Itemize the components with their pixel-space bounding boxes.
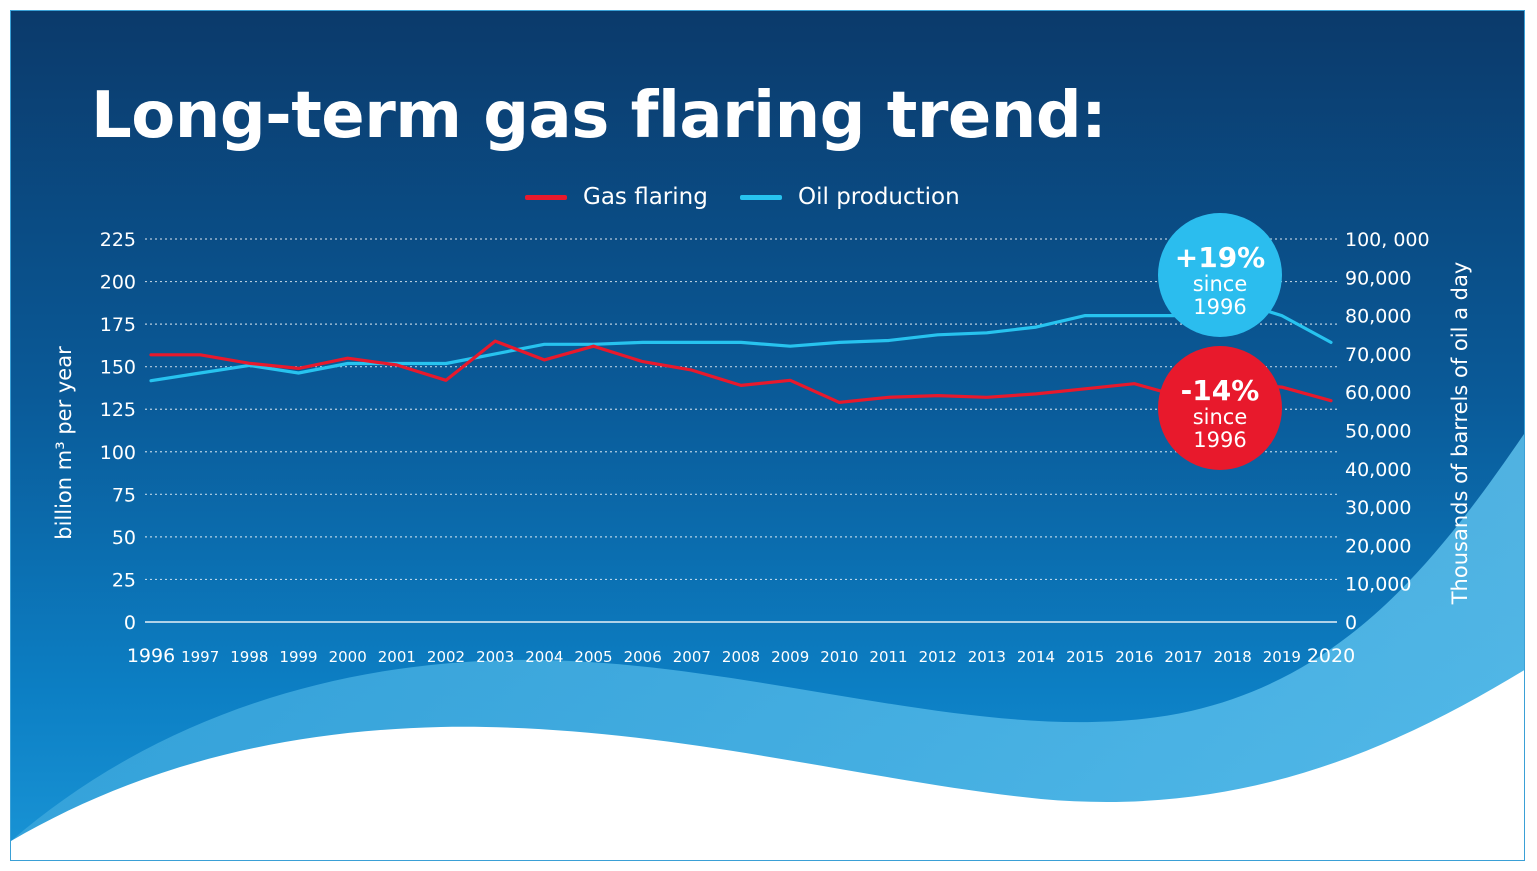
legend-label-gas-flaring: Gas flaring	[583, 184, 708, 210]
x-tick-label: 2015	[1066, 648, 1104, 666]
oil-callout-percent: +19%	[1175, 241, 1265, 274]
x-tick-label: 2003	[476, 648, 514, 666]
x-tick-label: 2004	[525, 648, 563, 666]
gas-callout-since: since	[1193, 405, 1248, 429]
left-tick-label: 0	[124, 612, 136, 634]
oil-callout-bubble	[1158, 213, 1282, 337]
right-tick-label: 50,000	[1345, 421, 1411, 443]
x-tick-label: 1997	[181, 648, 219, 666]
legend-swatch-gas-flaring	[525, 194, 567, 200]
right-tick-label: 30,000	[1345, 497, 1411, 519]
left-tick-label: 150	[100, 357, 136, 379]
x-tick-label: 2006	[624, 648, 662, 666]
right-tick-label: 70,000	[1345, 344, 1411, 366]
right-tick-label: 60,000	[1345, 382, 1411, 404]
x-tick-label: 2011	[869, 648, 907, 666]
x-tick-label: 2019	[1263, 648, 1301, 666]
x-tick-label: 2013	[968, 648, 1006, 666]
chart-frame: 0 25 50 75 100 125 150 175 200 225 0 10,000 20,000 3…	[10, 10, 1525, 861]
x-tick-label: 2016	[1115, 648, 1153, 666]
right-axis-ticks: 0 10,000 20,000 30,000 40,000 50,000 60,000 70,…	[1345, 229, 1430, 634]
gas-callout-bubble	[1158, 346, 1282, 470]
grid-lines	[145, 238, 1337, 623]
x-tick-label: 2007	[673, 648, 711, 666]
right-axis-title: Thousands of barrels of oil a day	[1448, 262, 1472, 606]
left-tick-label: 25	[112, 569, 136, 591]
oil-callout-year: 1996	[1193, 295, 1246, 319]
gas-callout: -14% since 1996	[1158, 346, 1282, 470]
right-tick-label: 90,000	[1345, 267, 1411, 289]
oil-callout: +19% since 1996	[1158, 213, 1282, 337]
x-tick-label: 1998	[230, 648, 268, 666]
legend-item-gas-flaring: Gas flaring	[525, 179, 708, 215]
series-lines	[149, 298, 1333, 404]
right-tick-label: 80,000	[1345, 306, 1411, 328]
right-tick-label: 40,000	[1345, 459, 1411, 481]
left-tick-label: 75	[112, 484, 136, 506]
background-white-wave	[11, 670, 1524, 860]
left-tick-label: 50	[112, 527, 136, 549]
x-tick-label: 2018	[1214, 648, 1252, 666]
x-tick-label: 2020	[1307, 645, 1355, 667]
x-tick-label: 2001	[378, 648, 416, 666]
gas-callout-year: 1996	[1193, 428, 1246, 452]
right-tick-label: 10,000	[1345, 574, 1411, 596]
left-axis-ticks: 0 25 50 75 100 125 150 175 200 225	[100, 229, 136, 634]
left-tick-label: 175	[100, 314, 136, 336]
gas-callout-percent: -14%	[1181, 374, 1260, 407]
oil-callout-since: since	[1193, 272, 1248, 296]
x-tick-label: 1996	[127, 645, 175, 667]
x-tick-label: 2012	[919, 648, 957, 666]
chart-title: Long-term gas flaring trend:	[91, 79, 1107, 153]
legend-item-oil-production: Oil production	[740, 179, 960, 215]
x-axis-ticks: 1996 1997 1998 1999 2000 2001 2002 2003 2004 2005…	[127, 645, 1355, 667]
x-tick-label: 2005	[574, 648, 612, 666]
x-tick-label: 2014	[1017, 648, 1055, 666]
left-tick-label: 100	[100, 442, 136, 464]
oil-production-line	[149, 298, 1333, 383]
x-tick-label: 2008	[722, 648, 760, 666]
right-tick-label: 0	[1345, 612, 1357, 634]
x-tick-label: 2002	[427, 648, 465, 666]
x-tick-label: 2010	[820, 648, 858, 666]
left-axis-title: billion m³ per year	[52, 346, 76, 540]
x-tick-label: 2017	[1164, 648, 1202, 666]
left-tick-label: 225	[100, 229, 136, 251]
x-tick-label: 1999	[279, 648, 317, 666]
left-tick-label: 200	[100, 272, 136, 294]
left-tick-label: 125	[100, 399, 136, 421]
gas-flaring-line	[149, 339, 1333, 404]
x-tick-label: 2009	[771, 648, 809, 666]
legend-swatch-oil-production	[740, 194, 782, 200]
line-chart: 0 25 50 75 100 125 150 175 200 225 0 10,000 20,000 3…	[52, 213, 1472, 667]
right-tick-label: 100, 000	[1345, 229, 1430, 251]
right-tick-label: 20,000	[1345, 535, 1411, 557]
x-tick-label: 2000	[329, 648, 367, 666]
legend-label-oil-production: Oil production	[798, 184, 960, 210]
